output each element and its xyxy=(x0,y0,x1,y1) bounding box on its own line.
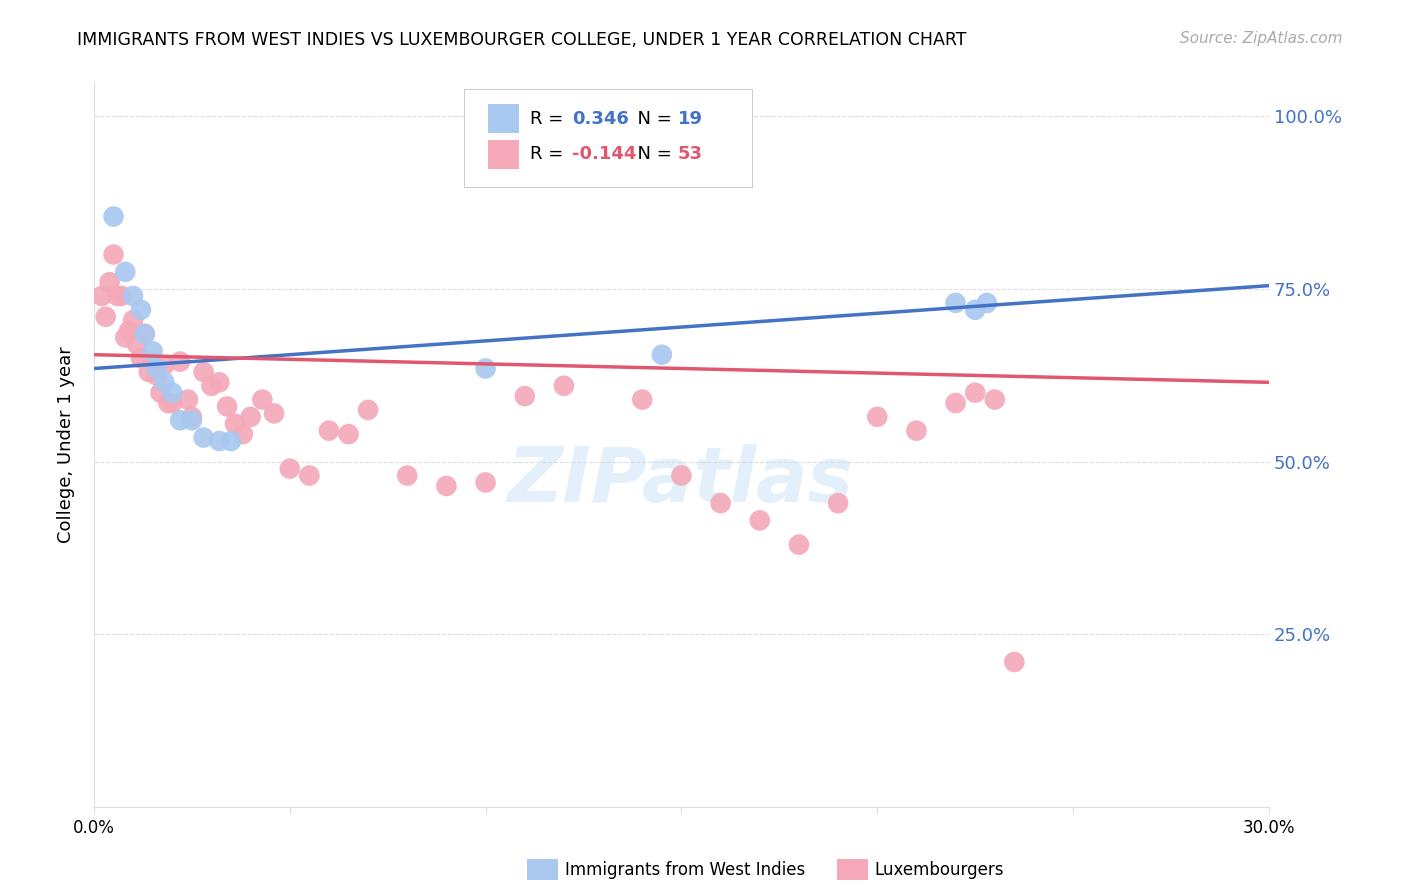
Point xyxy=(436,479,458,493)
Point xyxy=(169,354,191,368)
Point xyxy=(94,310,117,324)
Text: R =: R = xyxy=(530,110,569,128)
Point xyxy=(219,434,242,448)
Point xyxy=(787,538,810,552)
Point xyxy=(710,496,733,510)
Point xyxy=(149,385,172,400)
Point xyxy=(134,326,156,341)
Point xyxy=(631,392,654,407)
Text: R =: R = xyxy=(530,145,569,163)
Point xyxy=(651,348,673,362)
Point xyxy=(114,265,136,279)
Point xyxy=(396,468,419,483)
Text: Source: ZipAtlas.com: Source: ZipAtlas.com xyxy=(1180,31,1343,46)
Point xyxy=(263,406,285,420)
Point xyxy=(193,431,215,445)
Point xyxy=(153,376,176,390)
Point xyxy=(107,289,129,303)
Point xyxy=(200,378,222,392)
Y-axis label: College, Under 1 year: College, Under 1 year xyxy=(58,346,75,543)
Point xyxy=(232,427,254,442)
Point xyxy=(513,389,536,403)
Point xyxy=(208,434,231,448)
Point xyxy=(122,289,145,303)
Point xyxy=(945,296,967,310)
Text: N =: N = xyxy=(626,110,678,128)
Point xyxy=(278,461,301,475)
Point xyxy=(239,409,262,424)
Point xyxy=(748,513,770,527)
Text: 19: 19 xyxy=(678,110,703,128)
Point xyxy=(103,247,125,261)
Text: Luxembourgers: Luxembourgers xyxy=(875,861,1004,879)
Text: 53: 53 xyxy=(678,145,703,163)
Point xyxy=(103,210,125,224)
Point xyxy=(298,468,321,483)
Point xyxy=(180,413,202,427)
Point xyxy=(976,296,998,310)
Point xyxy=(208,376,231,390)
Point xyxy=(145,361,167,376)
Point xyxy=(162,396,184,410)
Text: Immigrants from West Indies: Immigrants from West Indies xyxy=(565,861,806,879)
Text: N =: N = xyxy=(626,145,678,163)
Point xyxy=(965,385,987,400)
Point xyxy=(318,424,340,438)
Point xyxy=(827,496,849,510)
Point xyxy=(90,289,112,303)
Text: IMMIGRANTS FROM WEST INDIES VS LUXEMBOURGER COLLEGE, UNDER 1 YEAR CORRELATION CH: IMMIGRANTS FROM WEST INDIES VS LUXEMBOUR… xyxy=(77,31,967,49)
Point xyxy=(474,475,496,490)
Point xyxy=(114,330,136,344)
Point xyxy=(162,385,184,400)
Point xyxy=(129,351,152,366)
Point xyxy=(337,427,360,442)
Point xyxy=(134,326,156,341)
Text: 0.346: 0.346 xyxy=(572,110,628,128)
Point xyxy=(965,302,987,317)
Point xyxy=(142,344,165,359)
Point xyxy=(125,337,148,351)
Text: ZIPatlas: ZIPatlas xyxy=(509,443,855,517)
Point xyxy=(357,403,380,417)
Point xyxy=(252,392,274,407)
Point xyxy=(1002,655,1025,669)
Point xyxy=(169,413,191,427)
Point xyxy=(129,302,152,317)
Point xyxy=(153,358,176,372)
Text: -0.144: -0.144 xyxy=(572,145,637,163)
Point xyxy=(224,417,246,431)
Point xyxy=(138,365,160,379)
Point xyxy=(142,354,165,368)
Point xyxy=(177,392,200,407)
Point xyxy=(118,324,141,338)
Point xyxy=(145,368,167,383)
Point xyxy=(193,365,215,379)
Point xyxy=(98,275,121,289)
Point xyxy=(217,400,239,414)
Point xyxy=(474,361,496,376)
Point xyxy=(945,396,967,410)
Point xyxy=(671,468,693,483)
Point xyxy=(157,396,180,410)
Point xyxy=(122,313,145,327)
Point xyxy=(905,424,928,438)
Point xyxy=(866,409,889,424)
Point xyxy=(110,289,132,303)
Point xyxy=(984,392,1007,407)
Point xyxy=(553,378,575,392)
Point xyxy=(180,409,202,424)
